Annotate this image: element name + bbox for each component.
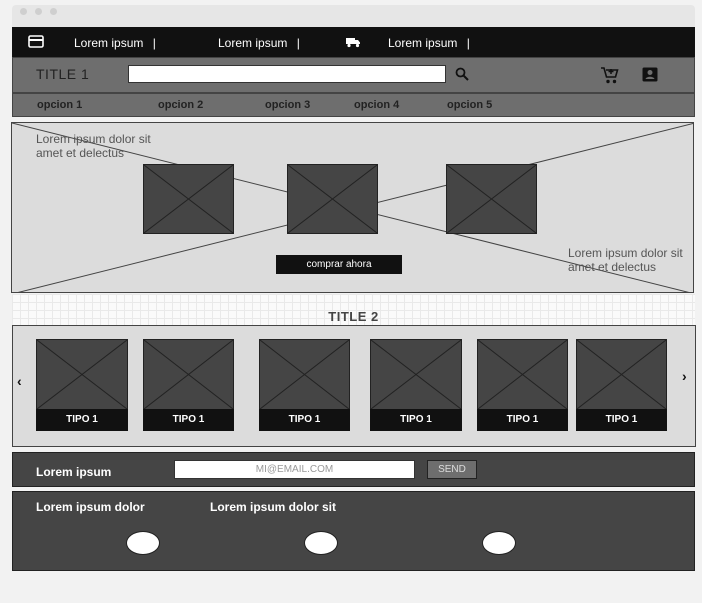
chevron-right-icon[interactable]: › bbox=[682, 368, 687, 384]
cart-icon[interactable] bbox=[600, 66, 620, 85]
section-title: TITLE 2 bbox=[328, 309, 379, 324]
hero-text-left: Lorem ipsum dolor sit amet et delectus bbox=[36, 132, 151, 160]
page-title: TITLE 1 bbox=[36, 66, 90, 82]
hero-text-right: Lorem ipsum dolor sit amet et delectus bbox=[568, 246, 683, 274]
footer bbox=[12, 491, 695, 571]
window-titlebar bbox=[12, 5, 695, 27]
hero-image-placeholder bbox=[287, 164, 378, 234]
nav-option[interactable]: opcion 1 bbox=[37, 99, 83, 111]
nav-option[interactable]: opcion 2 bbox=[158, 99, 204, 111]
top-bar-item-label: Lorem ipsum bbox=[74, 36, 144, 50]
footer-title: Lorem ipsum dolor bbox=[36, 500, 145, 514]
buy-now-button[interactable]: comprar ahora bbox=[276, 255, 402, 274]
top-bar-item[interactable]: Lorem ipsum | bbox=[74, 36, 156, 50]
main-nav: opcion 1 opcion 2 opcion 3 opcion 4 opci… bbox=[12, 93, 695, 117]
product-image-placeholder bbox=[259, 339, 350, 410]
product-image-placeholder bbox=[576, 339, 667, 410]
social-icon[interactable] bbox=[304, 531, 338, 555]
grid-background bbox=[12, 294, 695, 325]
window-dot bbox=[50, 8, 57, 15]
top-bar-item-label: Lorem ipsum bbox=[388, 36, 458, 50]
search-icon[interactable] bbox=[455, 67, 469, 81]
hero-image-placeholder bbox=[446, 164, 537, 234]
product-card-label: TIPO 1 bbox=[143, 409, 234, 431]
window-dot bbox=[20, 8, 27, 15]
nav-option[interactable]: opcion 5 bbox=[447, 99, 493, 111]
credit-card-icon bbox=[28, 35, 44, 48]
social-icon[interactable] bbox=[126, 531, 160, 555]
product-image-placeholder bbox=[370, 339, 462, 410]
top-bar-item-label: Lorem ipsum bbox=[218, 36, 288, 50]
separator: | bbox=[296, 36, 300, 50]
social-icon[interactable] bbox=[482, 531, 516, 555]
product-card-label: TIPO 1 bbox=[370, 409, 462, 431]
product-card[interactable]: TIPO 1 bbox=[576, 339, 667, 431]
product-card[interactable]: TIPO 1 bbox=[259, 339, 350, 431]
separator: | bbox=[466, 36, 470, 50]
product-card-label: TIPO 1 bbox=[576, 409, 667, 431]
product-card-label: TIPO 1 bbox=[477, 409, 568, 431]
product-card[interactable]: TIPO 1 bbox=[143, 339, 234, 431]
product-card[interactable]: TIPO 1 bbox=[36, 339, 128, 431]
hero-image-placeholder bbox=[143, 164, 234, 234]
nav-option[interactable]: opcion 4 bbox=[354, 99, 400, 111]
product-card[interactable]: TIPO 1 bbox=[370, 339, 462, 431]
separator: | bbox=[152, 36, 156, 50]
product-image-placeholder bbox=[477, 339, 568, 410]
chevron-left-icon[interactable]: ‹ bbox=[17, 373, 22, 389]
product-card-label: TIPO 1 bbox=[259, 409, 350, 431]
truck-icon bbox=[346, 37, 361, 48]
product-card-label: TIPO 1 bbox=[36, 409, 128, 431]
product-image-placeholder bbox=[143, 339, 234, 410]
top-bar-item[interactable]: Lorem ipsum | bbox=[218, 36, 300, 50]
product-image-placeholder bbox=[36, 339, 128, 410]
email-field[interactable]: MI@EMAIL.COM bbox=[174, 460, 415, 479]
account-icon[interactable] bbox=[642, 67, 658, 82]
top-bar-item[interactable]: Lorem ipsum | bbox=[388, 36, 470, 50]
send-button[interactable]: SEND bbox=[427, 460, 477, 479]
window-dot bbox=[35, 8, 42, 15]
newsletter-label: Lorem ipsum bbox=[36, 465, 112, 479]
top-bar: Lorem ipsum | Lorem ipsum | Lorem ipsum … bbox=[12, 27, 695, 57]
product-card[interactable]: TIPO 1 bbox=[477, 339, 568, 431]
nav-option[interactable]: opcion 3 bbox=[265, 99, 311, 111]
search-input[interactable] bbox=[128, 65, 446, 83]
footer-title: Lorem ipsum dolor sit bbox=[210, 500, 337, 514]
